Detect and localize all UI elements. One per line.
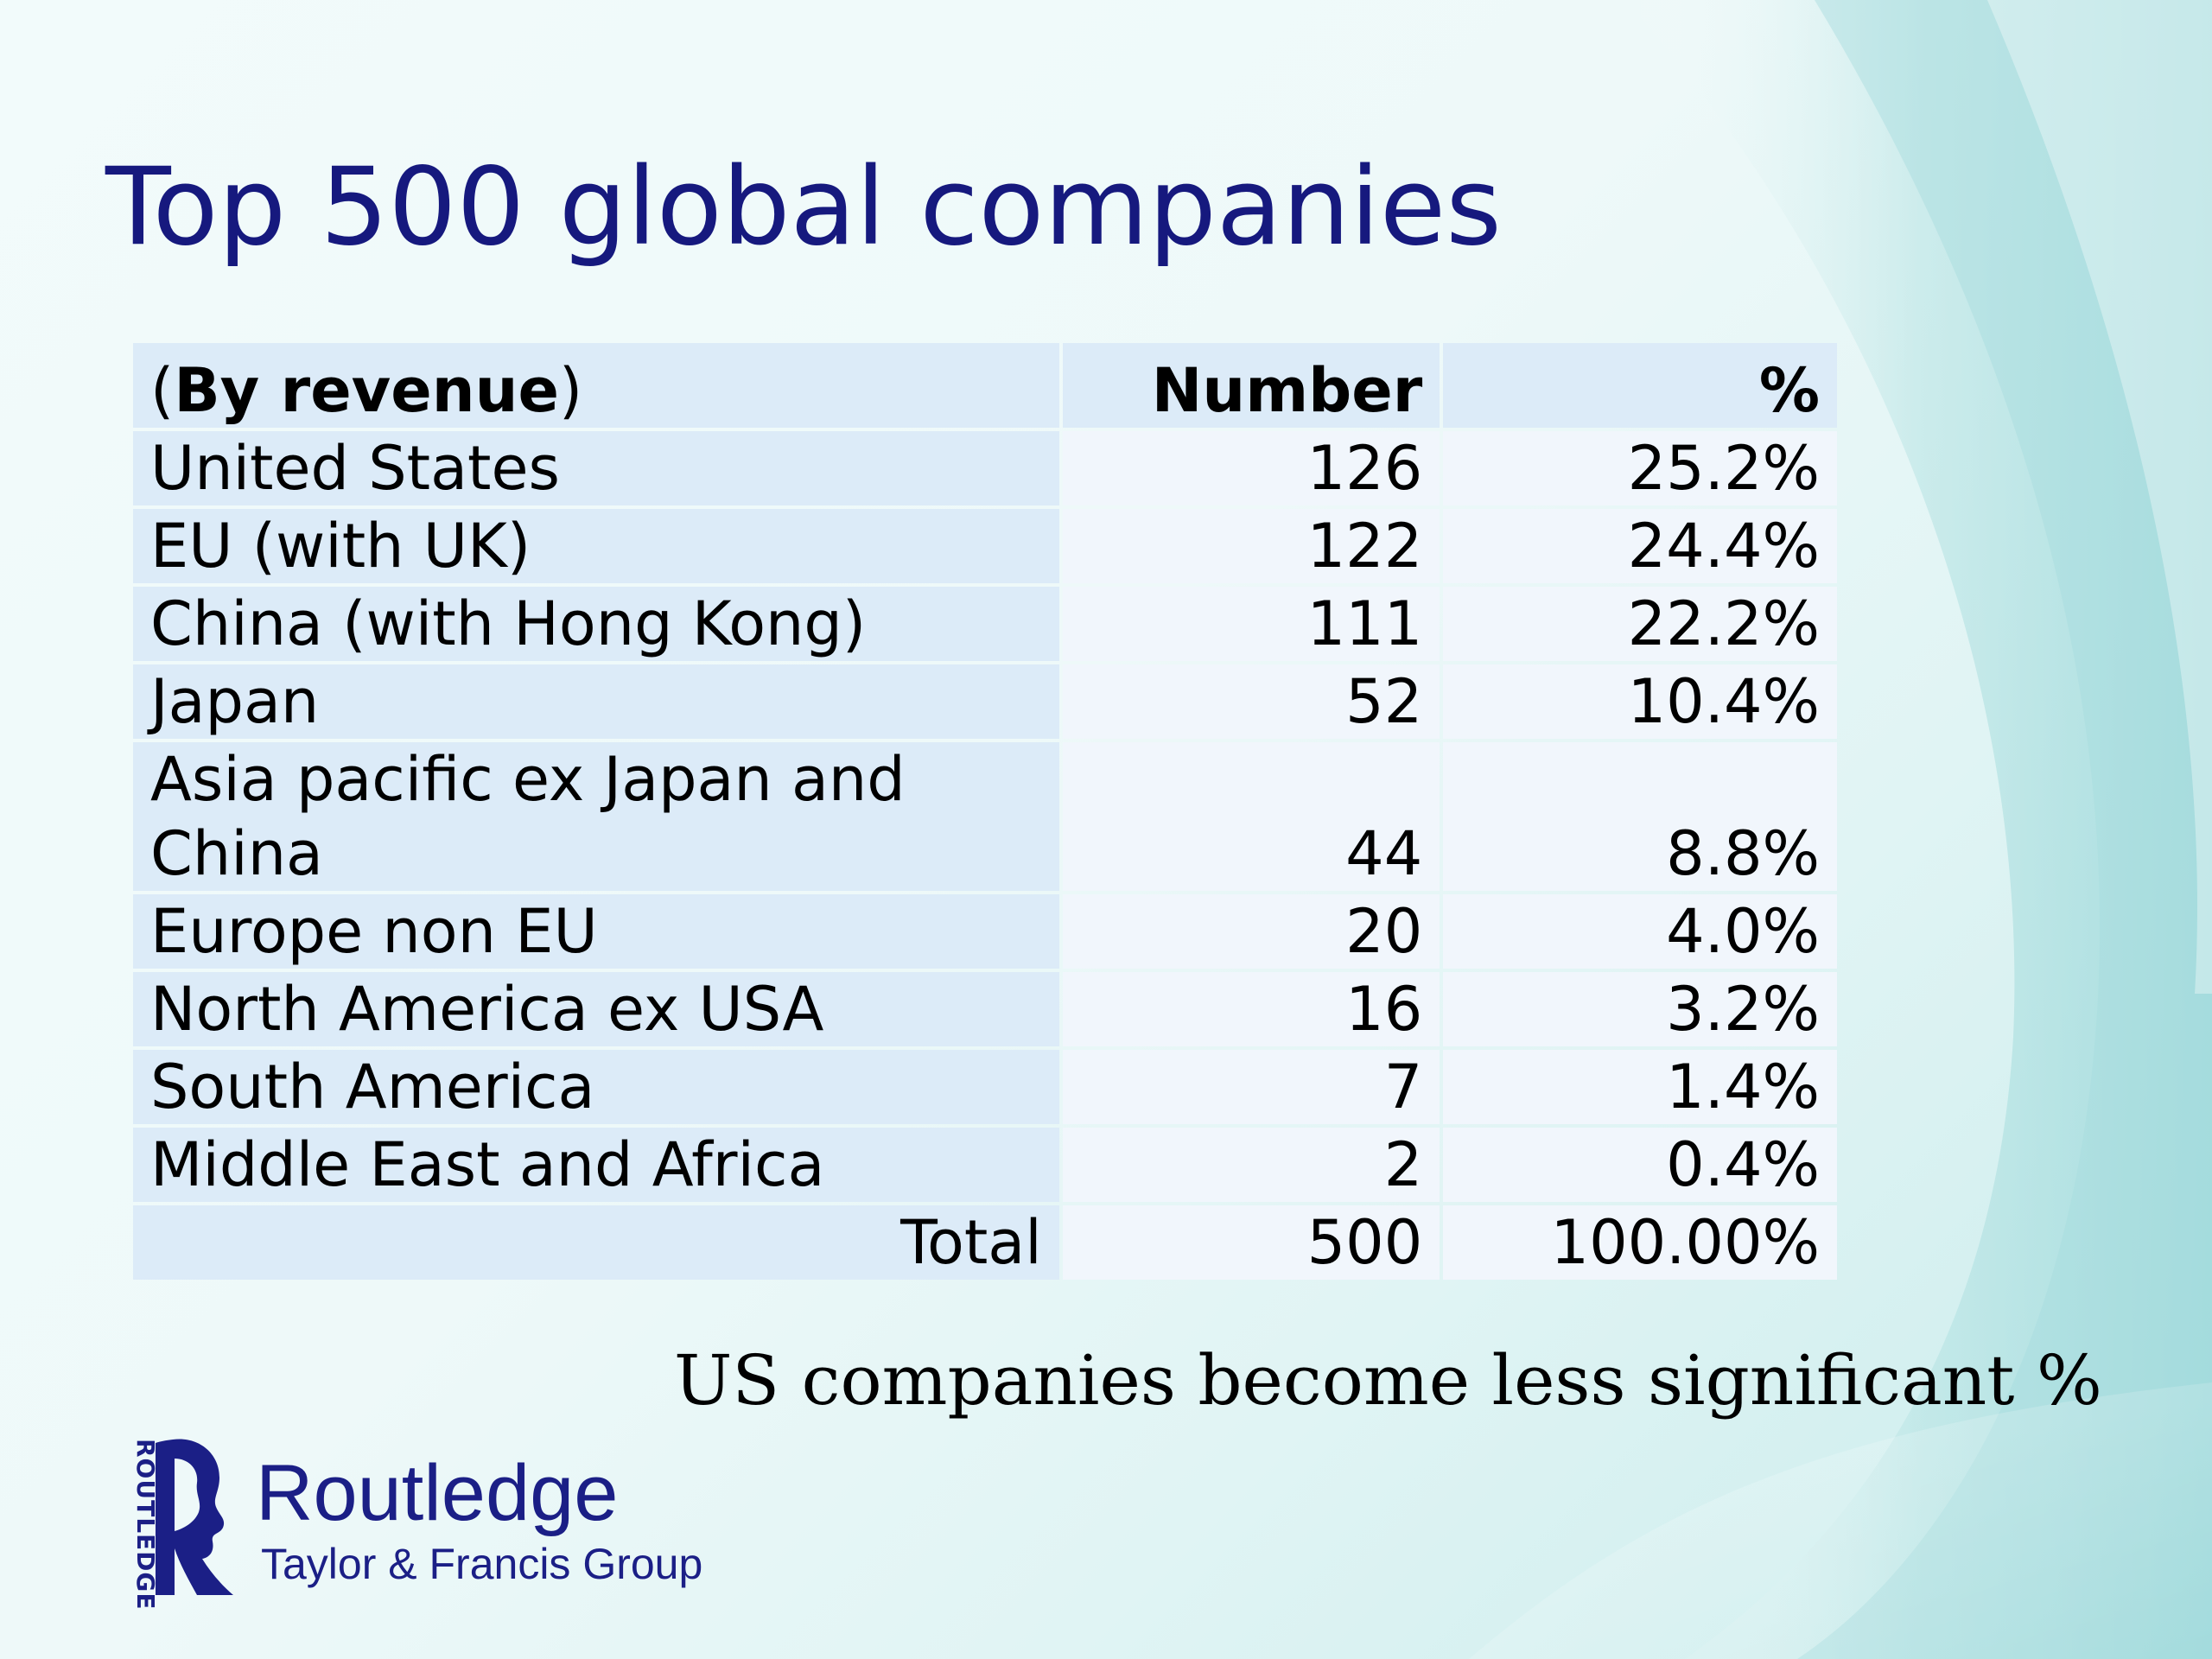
row-number: 20 [1062, 894, 1440, 969]
header-percent: % [1443, 343, 1837, 428]
table-row: Asia pacific ex Japan and China 44 8.8% [133, 742, 1837, 891]
row-label: Asia pacific ex Japan and China [133, 742, 1059, 891]
row-percent: 8.8% [1443, 742, 1837, 891]
row-number: 122 [1062, 509, 1440, 583]
routledge-head-icon [156, 1439, 233, 1595]
row-percent: 10.4% [1443, 664, 1837, 739]
row-percent: 0.4% [1443, 1128, 1837, 1202]
row-percent: 22.2% [1443, 587, 1837, 661]
routledge-logo: ROUTLEDGE Routledge Taylor & Francis Gro… [126, 1434, 714, 1611]
table-row: Europe non EU 20 4.0% [133, 894, 1837, 969]
table-row: Japan 52 10.4% [133, 664, 1837, 739]
row-label: United States [133, 431, 1059, 505]
logo-vertical-text: ROUTLEDGE [131, 1439, 160, 1611]
row-label: Middle East and Africa [133, 1128, 1059, 1202]
table-row: United States 126 25.2% [133, 431, 1837, 505]
total-number: 500 [1062, 1205, 1440, 1280]
slide-title: Top 500 global companies [105, 145, 1502, 270]
header-label-cell: (By revenue) [133, 343, 1059, 428]
header-paren-open: ( [150, 355, 175, 426]
header-number: Number [1062, 343, 1440, 428]
row-number: 7 [1062, 1050, 1440, 1124]
row-number: 111 [1062, 587, 1440, 661]
table-row: Middle East and Africa 2 0.4% [133, 1128, 1837, 1202]
row-number: 2 [1062, 1128, 1440, 1202]
row-label: Europe non EU [133, 894, 1059, 969]
header-paren-close: ) [558, 355, 583, 426]
row-percent: 24.4% [1443, 509, 1837, 583]
logo-subtitle: Taylor & Francis Group [261, 1540, 703, 1588]
row-label: North America ex USA [133, 972, 1059, 1046]
total-percent: 100.00% [1443, 1205, 1837, 1280]
table-row: EU (with UK) 122 24.4% [133, 509, 1837, 583]
table-row: China (with Hong Kong) 111 22.2% [133, 587, 1837, 661]
companies-table: (By revenue) Number % United States 126 … [130, 340, 1840, 1283]
row-label: EU (with UK) [133, 509, 1059, 583]
table-header-row: (By revenue) Number % [133, 343, 1837, 428]
logo-name: Routledge [256, 1449, 619, 1537]
header-label: By revenue [174, 355, 559, 426]
row-number: 44 [1062, 742, 1440, 891]
row-number: 126 [1062, 431, 1440, 505]
row-percent: 3.2% [1443, 972, 1837, 1046]
row-percent: 4.0% [1443, 894, 1837, 969]
row-number: 52 [1062, 664, 1440, 739]
row-percent: 25.2% [1443, 431, 1837, 505]
table-row: South America 7 1.4% [133, 1050, 1837, 1124]
slide-caption: US companies become less significant % [674, 1340, 2102, 1421]
total-label: Total [133, 1205, 1059, 1280]
row-label: South America [133, 1050, 1059, 1124]
row-number: 16 [1062, 972, 1440, 1046]
row-label: Japan [133, 664, 1059, 739]
table-row: North America ex USA 16 3.2% [133, 972, 1837, 1046]
row-percent: 1.4% [1443, 1050, 1837, 1124]
table-total-row: Total 500 100.00% [133, 1205, 1837, 1280]
row-label: China (with Hong Kong) [133, 587, 1059, 661]
